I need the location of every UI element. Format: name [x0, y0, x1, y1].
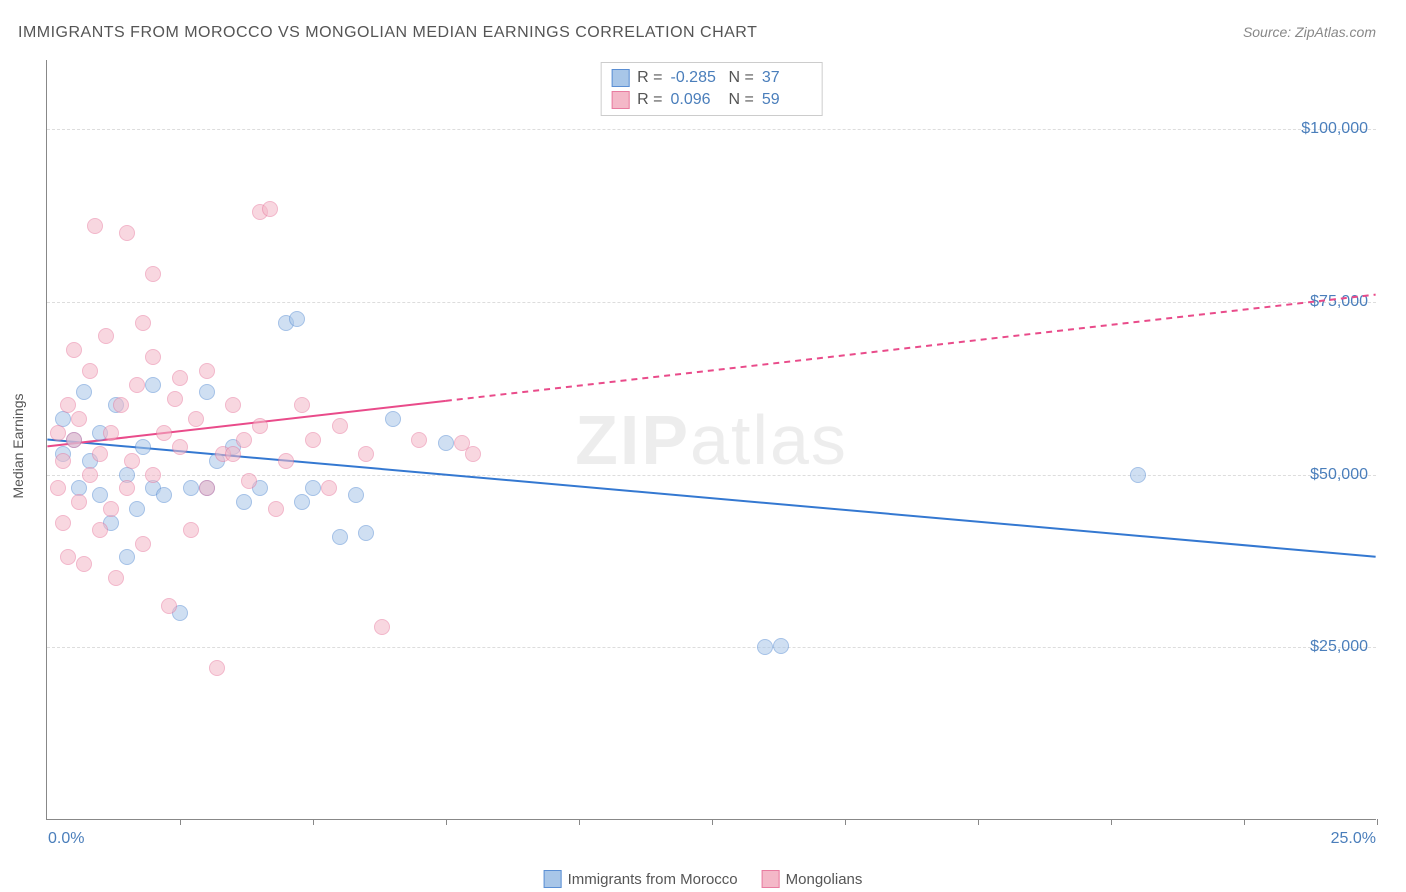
- data-point: [199, 384, 215, 400]
- data-point: [209, 660, 225, 676]
- data-point: [773, 638, 789, 654]
- x-tick-label-right: 25.0%: [1331, 830, 1376, 848]
- data-point: [1130, 467, 1146, 483]
- data-point: [87, 218, 103, 234]
- data-point: [241, 473, 257, 489]
- data-point: [385, 411, 401, 427]
- chart-container: IMMIGRANTS FROM MOROCCO VS MONGOLIAN MED…: [0, 0, 1406, 892]
- data-point: [252, 418, 268, 434]
- data-point: [92, 446, 108, 462]
- data-point: [50, 425, 66, 441]
- data-point: [321, 480, 337, 496]
- chart-title: IMMIGRANTS FROM MOROCCO VS MONGOLIAN MED…: [18, 24, 757, 42]
- data-point: [358, 525, 374, 541]
- data-point: [268, 501, 284, 517]
- data-point: [305, 432, 321, 448]
- x-tick-label-left: 0.0%: [48, 830, 84, 848]
- y-axis-label: Median Earnings: [10, 393, 26, 498]
- data-point: [411, 432, 427, 448]
- data-point: [167, 391, 183, 407]
- swatch-series2: [611, 91, 629, 109]
- data-point: [757, 639, 773, 655]
- y-tick-label: $50,000: [1310, 466, 1368, 484]
- data-point: [60, 397, 76, 413]
- data-point: [278, 453, 294, 469]
- data-point: [236, 494, 252, 510]
- data-point: [76, 556, 92, 572]
- data-point: [124, 453, 140, 469]
- data-point: [183, 522, 199, 538]
- data-point: [332, 418, 348, 434]
- data-point: [305, 480, 321, 496]
- data-point: [92, 522, 108, 538]
- swatch-series1: [611, 69, 629, 87]
- data-point: [172, 370, 188, 386]
- data-point: [358, 446, 374, 462]
- data-point: [199, 363, 215, 379]
- y-tick-label: $75,000: [1310, 293, 1368, 311]
- data-point: [129, 501, 145, 517]
- watermark: ZIPatlas: [575, 400, 848, 480]
- y-tick-label: $100,000: [1301, 120, 1368, 138]
- stats-row-series1: R = -0.285 N = 37: [611, 67, 812, 89]
- data-point: [135, 439, 151, 455]
- data-point: [145, 377, 161, 393]
- data-point: [225, 397, 241, 413]
- data-point: [103, 425, 119, 441]
- data-point: [188, 411, 204, 427]
- data-point: [129, 377, 145, 393]
- data-point: [438, 435, 454, 451]
- data-point: [119, 480, 135, 496]
- plot-area: ZIPatlas $25,000 $50,000 $75,000 $100,000 R…: [46, 60, 1376, 820]
- data-point: [289, 311, 305, 327]
- stats-row-series2: R = 0.096 N = 59: [611, 89, 812, 111]
- data-point: [119, 225, 135, 241]
- source-attribution: Source: ZipAtlas.com: [1243, 24, 1376, 40]
- data-point: [119, 549, 135, 565]
- legend-swatch-series2: [762, 870, 780, 888]
- data-point: [108, 570, 124, 586]
- data-point: [71, 494, 87, 510]
- data-point: [98, 328, 114, 344]
- legend-swatch-series1: [544, 870, 562, 888]
- legend-item-series2: Mongolians: [762, 870, 863, 888]
- data-point: [236, 432, 252, 448]
- data-point: [465, 446, 481, 462]
- data-point: [55, 453, 71, 469]
- y-tick-label: $25,000: [1310, 638, 1368, 656]
- bottom-legend: Immigrants from Morocco Mongolians: [544, 870, 863, 888]
- data-point: [55, 515, 71, 531]
- stats-legend-box: R = -0.285 N = 37 R = 0.096 N = 59: [600, 62, 823, 116]
- data-point: [172, 439, 188, 455]
- data-point: [183, 480, 199, 496]
- data-point: [348, 487, 364, 503]
- data-point: [145, 266, 161, 282]
- data-point: [199, 480, 215, 496]
- data-point: [60, 549, 76, 565]
- data-point: [294, 397, 310, 413]
- legend-item-series1: Immigrants from Morocco: [544, 870, 738, 888]
- data-point: [66, 342, 82, 358]
- data-point: [262, 201, 278, 217]
- data-point: [71, 411, 87, 427]
- data-point: [225, 446, 241, 462]
- data-point: [76, 384, 92, 400]
- data-point: [66, 432, 82, 448]
- data-point: [92, 487, 108, 503]
- data-point: [161, 598, 177, 614]
- data-point: [145, 349, 161, 365]
- data-point: [294, 494, 310, 510]
- data-point: [82, 363, 98, 379]
- data-point: [82, 467, 98, 483]
- data-point: [374, 619, 390, 635]
- data-point: [113, 397, 129, 413]
- data-point: [332, 529, 348, 545]
- data-point: [156, 487, 172, 503]
- data-point: [50, 480, 66, 496]
- data-point: [156, 425, 172, 441]
- data-point: [135, 315, 151, 331]
- data-point: [145, 467, 161, 483]
- data-point: [103, 501, 119, 517]
- data-point: [135, 536, 151, 552]
